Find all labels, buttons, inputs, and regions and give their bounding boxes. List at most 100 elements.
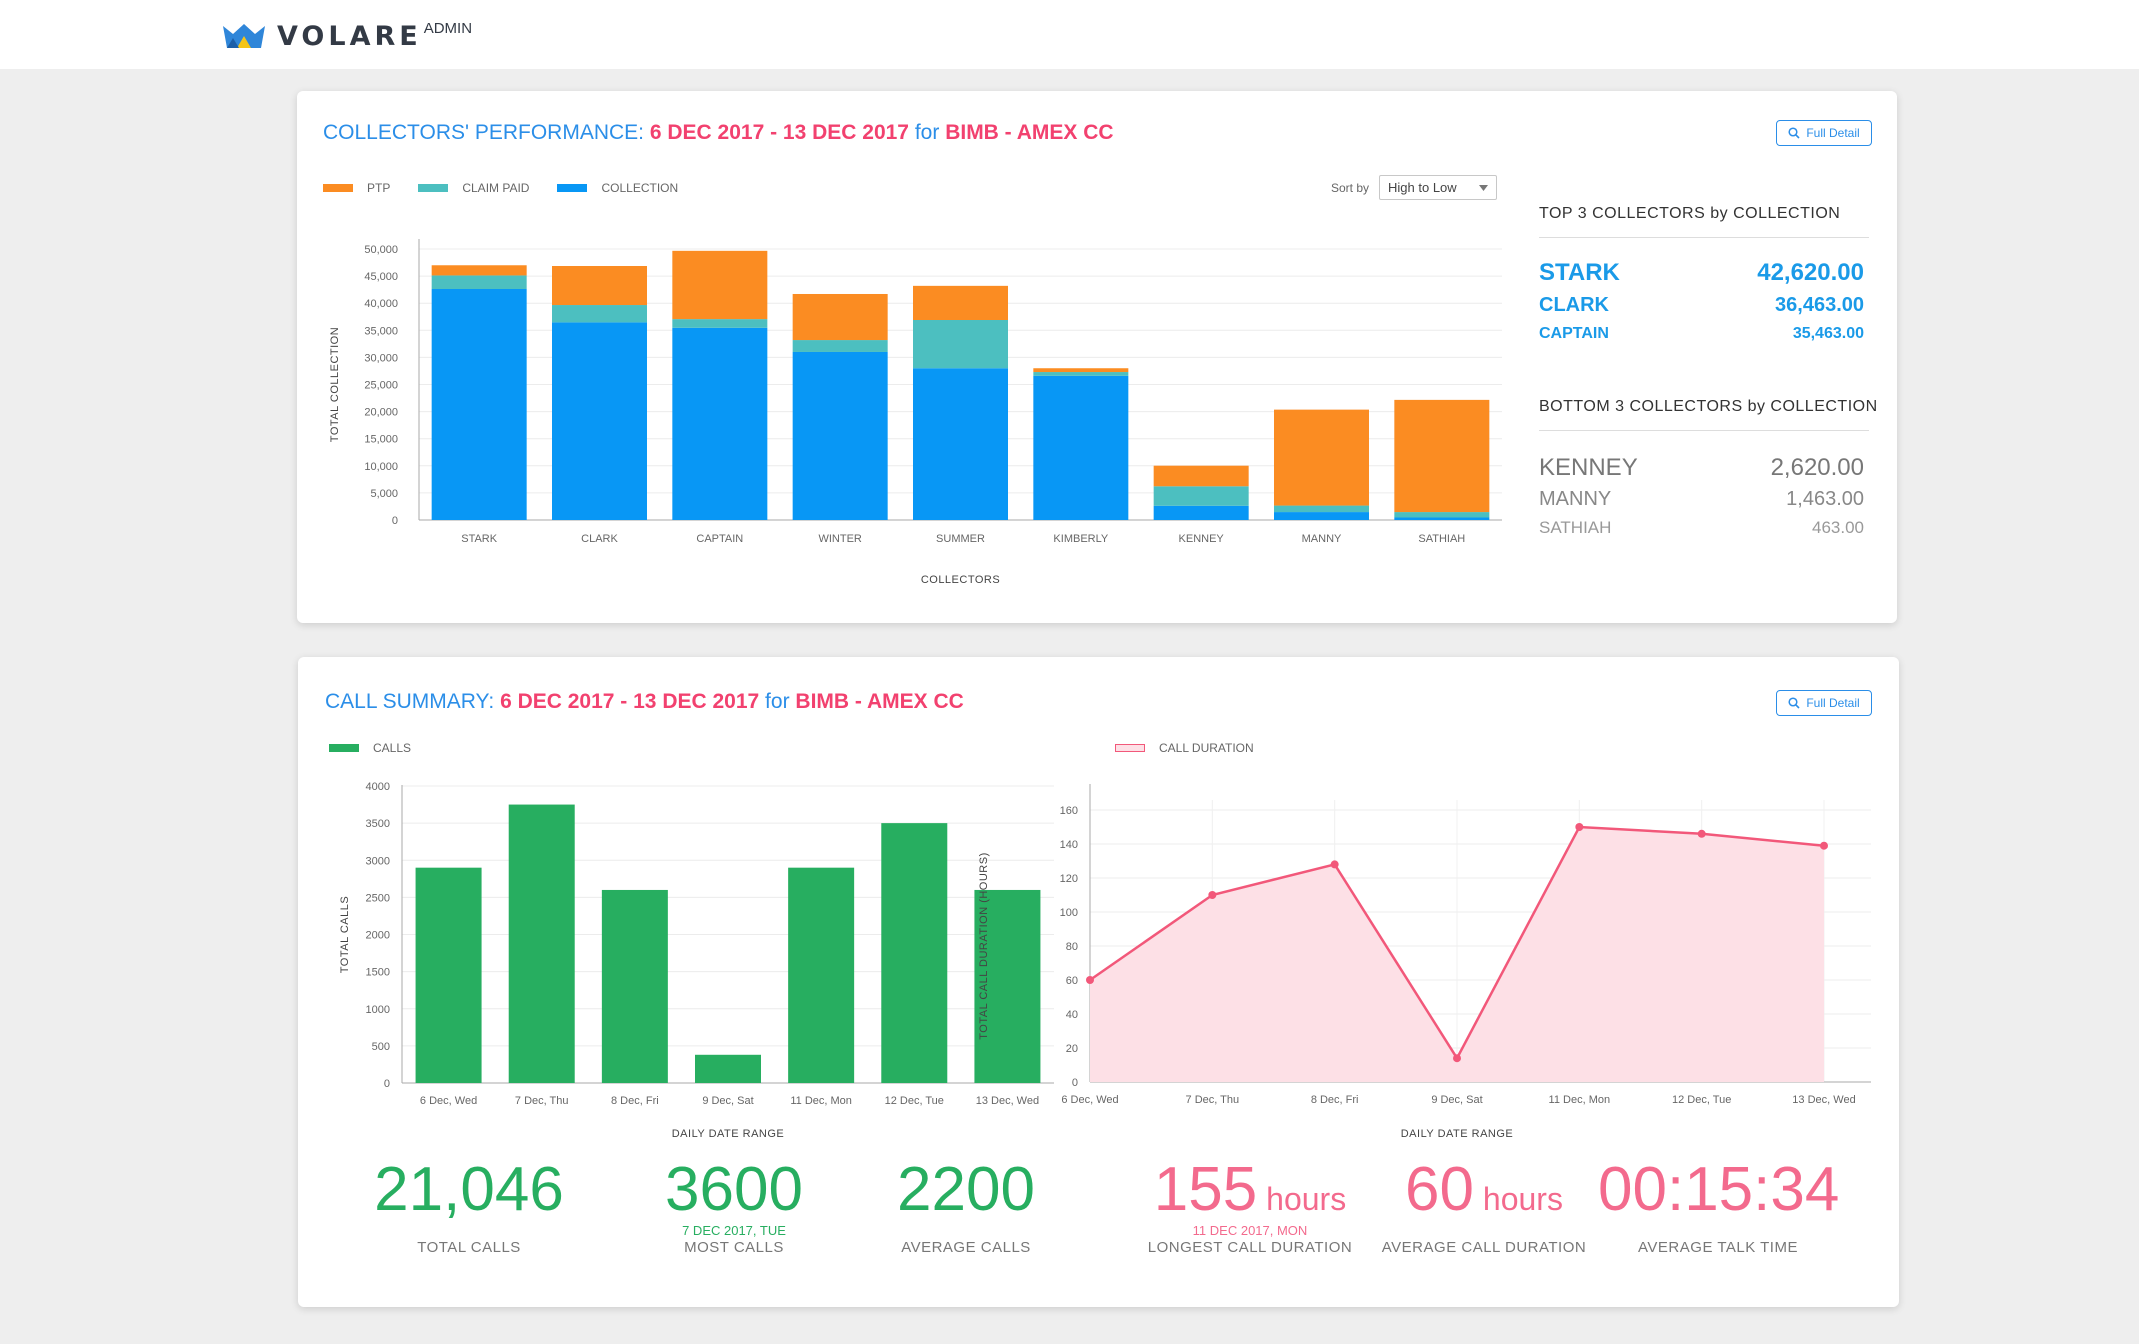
collector-value: 1,463.00 bbox=[1786, 488, 1864, 510]
stat-average-call-duration: 60 hours AVERAGE CALL DURATION bbox=[1364, 1159, 1604, 1257]
legend-item-claim-paid[interactable]: CLAIM PAID bbox=[418, 181, 529, 195]
search-icon bbox=[1788, 127, 1800, 139]
top-collector-row[interactable]: STARK 42,620.00 bbox=[1539, 259, 1864, 287]
performance-date-range: 6 DEC 2017 - 13 DEC 2017 bbox=[649, 121, 909, 144]
y-tick-label: 45,000 bbox=[364, 271, 398, 283]
chevron-down-icon bbox=[1479, 184, 1489, 191]
app-logo[interactable]: VOLARE ADMIN bbox=[221, 18, 472, 54]
app-name: VOLARE bbox=[277, 20, 422, 52]
bar-segment bbox=[552, 266, 647, 306]
stat-total-calls: 21,046 TOTAL CALLS bbox=[369, 1159, 569, 1257]
y-tick-label: 500 bbox=[372, 1041, 390, 1053]
top-collectors-heading: TOP 3 COLLECTORS by COLLECTION bbox=[1539, 205, 1841, 222]
collector-value: 42,620.00 bbox=[1757, 259, 1864, 286]
x-tick-label: 8 Dec, Fri bbox=[1311, 1094, 1359, 1106]
bar-segment bbox=[1033, 375, 1129, 520]
y-tick-label: 2000 bbox=[366, 930, 390, 942]
performance-for-word: for bbox=[909, 121, 946, 144]
bar-segment bbox=[792, 340, 888, 352]
bar-segment bbox=[672, 327, 768, 520]
y-tick-label: 40,000 bbox=[364, 298, 398, 310]
legend-item-calls[interactable]: CALLS bbox=[329, 741, 411, 755]
search-icon bbox=[1788, 697, 1800, 709]
x-tick-label: 6 Dec, Wed bbox=[420, 1095, 477, 1107]
legend-item-call-duration[interactable]: CALL DURATION bbox=[1115, 741, 1254, 755]
duration-chart-svg: 0 20 40 60 80 100 120 140 160 6 Dec, Wed 7 Dec, Th… bbox=[978, 784, 1871, 1140]
y-tick-label: 15,000 bbox=[364, 434, 398, 446]
x-axis-title: DAILY DATE RANGE bbox=[672, 1128, 785, 1140]
y-tick-label: 50,000 bbox=[364, 244, 398, 256]
x-tick-label: MANNY bbox=[1302, 533, 1342, 545]
legend-swatch bbox=[557, 184, 588, 192]
duration-point bbox=[1820, 841, 1828, 850]
stat-sub-empty bbox=[1598, 1223, 1838, 1239]
call-full-detail-button[interactable]: Full Detail bbox=[1776, 690, 1872, 716]
bottom-collectors-panel: BOTTOM 3 COLLECTORS by COLLECTION bbox=[1539, 398, 1877, 431]
collector-name: STARK bbox=[1539, 259, 1620, 286]
performance-account: BIMB - AMEX CC bbox=[945, 121, 1114, 144]
x-tick-label: 11 Dec, Mon bbox=[1549, 1094, 1611, 1106]
call-title-prefix: CALL SUMMARY: bbox=[325, 690, 501, 713]
bar-segment bbox=[913, 320, 1008, 369]
stat-sub-empty bbox=[866, 1223, 1066, 1239]
y-tick-label: 2500 bbox=[366, 892, 390, 904]
y-tick-label: 100 bbox=[1060, 907, 1078, 919]
top-collectors-panel: TOP 3 COLLECTORS by COLLECTION bbox=[1539, 205, 1869, 238]
performance-full-detail-button[interactable]: Full Detail bbox=[1776, 120, 1872, 146]
legend-label: PTP bbox=[367, 181, 391, 195]
legend-item-ptp[interactable]: PTP bbox=[323, 181, 390, 195]
x-tick-label: 13 Dec, Wed bbox=[1792, 1094, 1855, 1106]
collector-value: 463.00 bbox=[1812, 518, 1864, 537]
bar-segment bbox=[1153, 505, 1249, 520]
y-tick-label: 5,000 bbox=[370, 488, 398, 500]
y-tick-label: 0 bbox=[1072, 1077, 1078, 1089]
bottom-collector-row[interactable]: SATHIAH 463.00 bbox=[1539, 518, 1864, 538]
bottom-collector-row[interactable]: KENNEY 2,620.00 bbox=[1539, 454, 1864, 482]
y-tick-label: 30,000 bbox=[364, 352, 398, 364]
stat-value: 60 bbox=[1405, 1155, 1475, 1224]
call-summary-title: CALL SUMMARY: 6 DEC 2017 - 13 DEC 2017 f… bbox=[325, 690, 964, 714]
call-for-word: for bbox=[759, 690, 796, 713]
stat-sub: 11 DEC 2017, MON bbox=[1192, 1223, 1308, 1238]
legend-label: COLLECTION bbox=[601, 181, 679, 195]
full-detail-label: Full Detail bbox=[1806, 696, 1860, 710]
y-tick-label: 4000 bbox=[366, 781, 390, 793]
bar-segment bbox=[792, 351, 888, 520]
sort-select-value: High to Low bbox=[1388, 180, 1457, 195]
y-tick-label: 10,000 bbox=[364, 461, 398, 473]
stat-value: 3600 bbox=[665, 1155, 803, 1224]
calls-chart-svg: 0 500 1000 1500 2000 2500 3000 3500 4000 6 Dec, W… bbox=[339, 781, 1054, 1140]
full-detail-label: Full Detail bbox=[1806, 126, 1860, 140]
stat-label: MOST CALLS bbox=[684, 1239, 784, 1256]
calls-legend: CALLS bbox=[329, 741, 439, 755]
bottom-collectors-list: KENNEY 2,620.00 MANNY 1,463.00 SATHIAH 4… bbox=[1539, 454, 1869, 544]
y-tick-label: 60 bbox=[1066, 975, 1078, 987]
x-tick-label: 9 Dec, Sat bbox=[1431, 1094, 1482, 1106]
top-collector-row[interactable]: CAPTAIN 35,463.00 bbox=[1539, 325, 1864, 343]
top-bar: VOLARE ADMIN bbox=[0, 0, 2139, 69]
x-tick-label: 7 Dec, Thu bbox=[515, 1095, 569, 1107]
x-tick-label: KENNEY bbox=[1179, 533, 1225, 545]
bottom-collector-row[interactable]: MANNY 1,463.00 bbox=[1539, 488, 1864, 511]
sort-select[interactable]: High to Low bbox=[1379, 175, 1498, 200]
legend-label: CALLS bbox=[373, 741, 412, 755]
x-tick-label: 11 Dec, Mon bbox=[790, 1095, 852, 1107]
legend-label: CLAIM PAID bbox=[462, 181, 530, 195]
collector-name: KENNEY bbox=[1539, 454, 1638, 481]
stat-average-calls: 2200 AVERAGE CALLS bbox=[866, 1159, 1066, 1257]
duration-point bbox=[1575, 823, 1584, 831]
collector-name: CLARK bbox=[1539, 294, 1609, 316]
x-tick-label: 8 Dec, Fri bbox=[611, 1095, 659, 1107]
call-duration-area-chart: 0 20 40 60 80 100 120 140 160 6 Dec, Wed 7 Dec, Th… bbox=[978, 657, 1898, 1157]
y-axis-title: TOTAL CALLS bbox=[339, 896, 351, 973]
top-collector-row[interactable]: CLARK 36,463.00 bbox=[1539, 294, 1864, 317]
duration-legend: CALL DURATION bbox=[1115, 741, 1282, 755]
y-tick-label: 35,000 bbox=[364, 325, 398, 337]
call-summary-card: CALL SUMMARY: 6 DEC 2017 - 13 DEC 2017 f… bbox=[298, 657, 1899, 1307]
bar-segment bbox=[913, 368, 1008, 520]
stat-label: LONGEST CALL DURATION bbox=[1147, 1239, 1353, 1256]
legend-item-collection[interactable]: COLLECTION bbox=[557, 181, 678, 195]
bar-segment bbox=[431, 265, 527, 276]
y-tick-label: 160 bbox=[1060, 805, 1078, 817]
calls-bar bbox=[415, 867, 482, 1083]
